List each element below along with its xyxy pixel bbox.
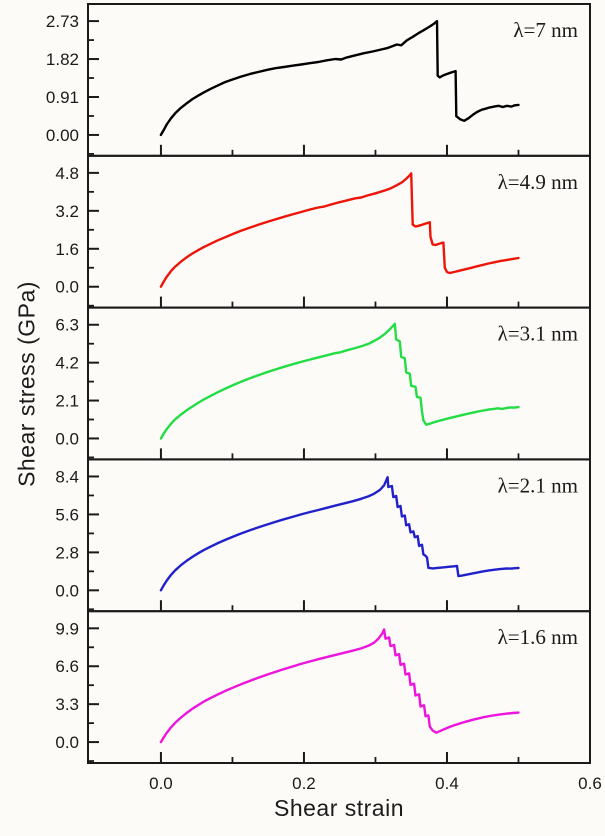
y-tick-label: 0.00 xyxy=(46,126,79,145)
panel-border xyxy=(87,610,591,765)
y-tick-label: 3.3 xyxy=(55,695,79,714)
y-tick-label: 0.0 xyxy=(55,429,79,448)
y-tick-label: 2.8 xyxy=(55,543,79,562)
y-tick-label: 1.82 xyxy=(46,50,79,69)
panel-label: λ=3.1 nm xyxy=(498,322,578,346)
y-tick-label: 0.0 xyxy=(55,581,79,600)
curve-1 xyxy=(159,172,520,288)
y-tick-label: 3.2 xyxy=(55,202,79,221)
panel-0: 0.00 0.91 1.82 2.73 λ=7 nm xyxy=(46,3,591,157)
x-tick-label: 0.4 xyxy=(435,774,459,793)
x-tick-label: 0.0 xyxy=(149,774,173,793)
panel-4: 0.0 3.3 6.6 9.9 λ=1.6 nm xyxy=(55,610,591,765)
curve-2 xyxy=(159,322,520,440)
x-tick-label: 0.6 xyxy=(578,774,602,793)
curve-4 xyxy=(159,628,520,744)
y-tick-label: 8.4 xyxy=(55,467,79,486)
panel-3: 0.0 2.8 5.6 8.4 λ=2.1 nm xyxy=(55,458,591,613)
y-tick-label: 0.91 xyxy=(46,88,79,107)
panel-label: λ=1.6 nm xyxy=(498,625,578,649)
y-tick-label: 5.6 xyxy=(55,505,79,524)
y-tick-label: 4.2 xyxy=(55,354,79,373)
y-tick-label: 4.8 xyxy=(55,164,79,183)
y-tick-label: 2.73 xyxy=(46,12,79,31)
panel-label: λ=2.1 nm xyxy=(498,473,578,497)
curve-0 xyxy=(159,19,520,137)
y-tick-label: 0.0 xyxy=(55,733,79,752)
x-axis-title: Shear strain xyxy=(273,795,405,821)
curve-3 xyxy=(159,476,520,592)
panel-label: λ=7 nm xyxy=(513,18,578,42)
panel-1: 0.0 1.6 3.2 4.8 λ=4.9 nm xyxy=(55,154,591,309)
y-tick-label: 0.0 xyxy=(55,278,79,297)
panel-label: λ=4.9 nm xyxy=(498,170,578,194)
x-tick-label: 0.2 xyxy=(292,774,316,793)
y-tick-label: 1.6 xyxy=(55,240,79,259)
y-tick-label: 6.3 xyxy=(55,316,79,335)
y-tick-label: 2.1 xyxy=(55,392,79,411)
y-tick-label: 6.6 xyxy=(55,657,79,676)
y-tick-label: 9.9 xyxy=(55,619,79,638)
y-axis-title: Shear stress (GPa) xyxy=(13,281,40,487)
panel-2: 0.0 2.1 4.2 6.3 λ=3.1 nm xyxy=(55,306,591,461)
